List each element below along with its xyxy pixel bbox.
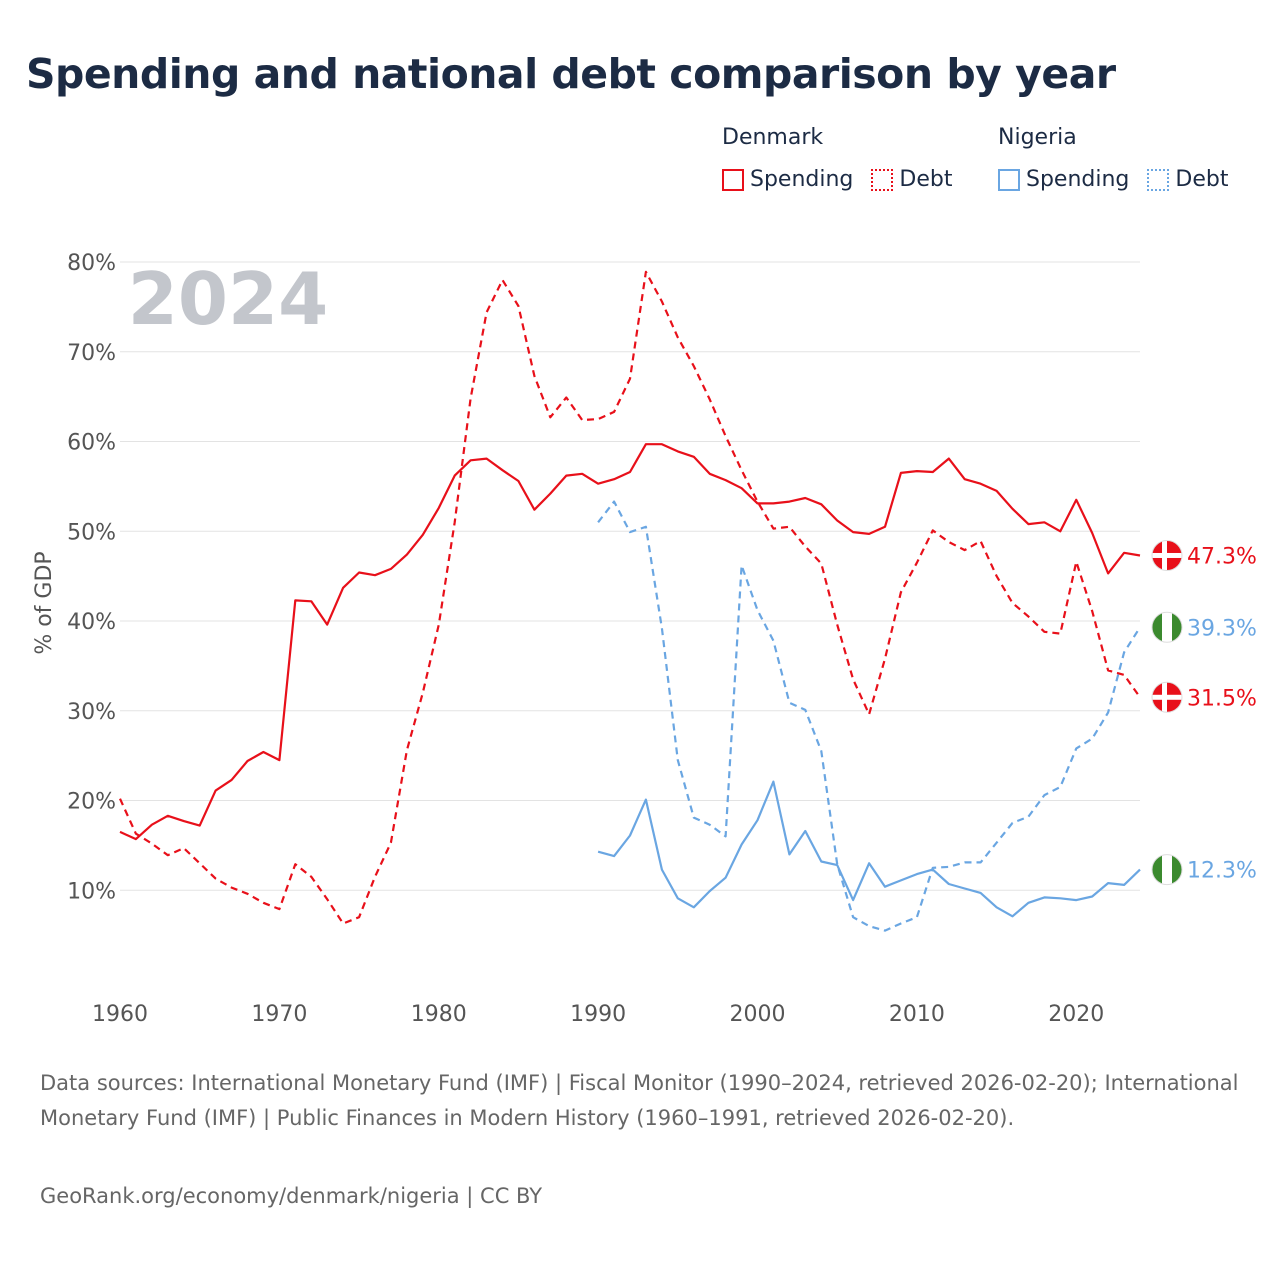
x-tick-label: 1980 [411, 1002, 467, 1027]
x-tick-label: 2000 [730, 1002, 786, 1027]
legend-nigeria-debt[interactable]: Debt [1147, 167, 1228, 192]
data-sources: Data sources: International Monetary Fun… [40, 1071, 1239, 1130]
series-line-nigeria-spending [597, 780, 1141, 918]
x-tick-label: 1990 [570, 1002, 626, 1027]
flag-band-right [1172, 612, 1182, 643]
y-tick-label: 40% [67, 610, 116, 635]
end-value-label: 31.5% [1187, 686, 1257, 711]
flag-outline [1151, 611, 1183, 643]
legend-label: Debt [899, 167, 953, 192]
chart-title: Spending and national debt comparison by… [26, 50, 1116, 98]
y-tick-label: 80% [67, 251, 116, 276]
flag-band-left [1152, 854, 1162, 885]
y-axis-label: % of GDP [32, 551, 57, 654]
flag-band-left [1152, 612, 1162, 643]
flag-outline [1151, 539, 1183, 571]
series-line-nigeria-debt [597, 500, 1141, 932]
legend-swatch-solid [998, 168, 1020, 191]
credit-link[interactable]: GeoRank.org/economy/denmark/nigeria | CC… [40, 1184, 543, 1208]
end-value-label: 47.3% [1187, 544, 1257, 569]
x-tick-label: 1970 [251, 1002, 307, 1027]
flag-outline [1151, 854, 1183, 886]
legend-label: Spending [1026, 167, 1130, 192]
y-tick-label: 70% [67, 341, 116, 366]
y-tick-label: 20% [67, 790, 116, 815]
flag-outline [1151, 681, 1183, 713]
legend-denmark: Denmark Spending Debt [722, 125, 952, 192]
legend-nigeria-spending[interactable]: Spending [998, 167, 1129, 192]
legend-label: Debt [1175, 167, 1229, 192]
y-tick-label: 50% [67, 520, 116, 545]
y-tick-label: 30% [67, 700, 116, 725]
x-tick-label: 1960 [92, 1002, 148, 1027]
x-tick-label: 2010 [889, 1002, 945, 1027]
year-watermark: 2024 [128, 257, 328, 341]
y-tick-label: 10% [67, 879, 116, 904]
legend-swatch-dotted [1147, 168, 1170, 191]
legend-denmark-debt[interactable]: Debt [871, 167, 952, 192]
legend-nigeria: Nigeria Spending Debt [998, 125, 1228, 192]
end-value-label: 12.3% [1187, 859, 1257, 884]
legend-country-nigeria: Nigeria [998, 125, 1077, 150]
series-line-denmark-spending [119, 443, 1141, 841]
legend-swatch-solid [722, 168, 744, 191]
legend-denmark-spending[interactable]: Spending [722, 167, 853, 192]
end-value-label: 39.3% [1187, 616, 1257, 641]
flag-band-right [1172, 854, 1182, 885]
series-line-denmark-debt [118, 270, 1141, 925]
legend-label: Spending [750, 167, 854, 192]
legend-country-denmark: Denmark [722, 125, 824, 150]
flag-cross-horizontal [1152, 694, 1182, 700]
y-tick-label: 60% [67, 431, 116, 456]
line-chart: 10% 20% 30% 40% 50% 60% 70% 80% 1960 1970 1980 1990… [32, 251, 1257, 1027]
x-tick-label: 2020 [1048, 1002, 1104, 1027]
flag-cross-horizontal [1152, 552, 1182, 558]
legend-swatch-dotted [871, 168, 894, 191]
